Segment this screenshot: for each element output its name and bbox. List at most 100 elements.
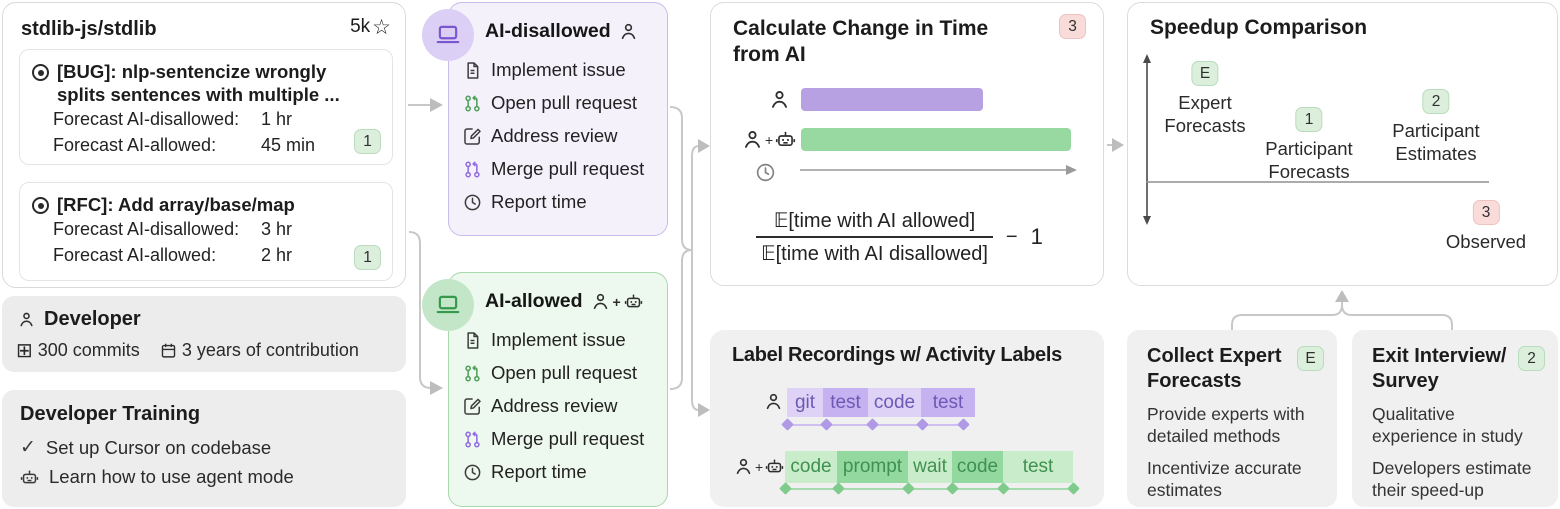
step-badge: 2 <box>1518 346 1545 371</box>
person-icon <box>772 91 787 108</box>
timeline-ai <box>779 482 1080 495</box>
plus-glyph: + <box>765 131 774 148</box>
point-label: Participant <box>1392 120 1480 141</box>
point-label: Participant <box>1265 138 1353 159</box>
robot-icon <box>776 131 796 147</box>
activity-segment: code <box>785 451 837 483</box>
laptop-icon <box>436 295 460 314</box>
forecast-label: Forecast AI-disallowed: <box>53 219 240 239</box>
human-actor <box>769 89 790 110</box>
card-title-line2: Forecasts <box>1147 370 1242 392</box>
activity-segment: wait <box>908 451 952 483</box>
training-item-agent: Learn how to use agent mode <box>20 466 294 488</box>
body-line: experience in study <box>1372 426 1523 446</box>
point-participant-estimates: 2 Participant Estimates <box>1392 89 1480 165</box>
timeline-marker <box>946 482 959 495</box>
commits-stat: ⊞ 300 commits <box>16 340 140 361</box>
step-report-time: Report time <box>463 461 644 483</box>
developer-title: Developer <box>44 308 141 330</box>
clock-icon <box>756 163 775 182</box>
workflow-steps: Implement issue Open pull request Addres… <box>463 329 644 483</box>
step-address-review: Address review <box>463 125 644 147</box>
step-label: Merge pull request <box>491 158 645 179</box>
person-icon <box>766 393 781 410</box>
exit-interview-survey-card: Exit Interview/ Survey 2 Qualitative exp… <box>1352 330 1558 507</box>
issue-title-line1: [BUG]: nlp-sentencize wrongly <box>57 61 327 82</box>
issue-title: [BUG]: nlp-sentencize wrongly splits sen… <box>20 50 392 106</box>
person-icon <box>736 458 751 475</box>
actor-icons <box>619 22 638 41</box>
forecast-row: Forecast AI-allowed: 2 hr <box>53 242 392 268</box>
card-title: Collect Expert Forecasts <box>1147 344 1281 394</box>
training-item-text: Set up Cursor on codebase <box>45 436 272 458</box>
step-address-review: Address review <box>463 395 644 417</box>
forecast-label: Forecast AI-allowed: <box>53 245 217 265</box>
point-badge: E <box>1191 61 1219 86</box>
timeline-marker <box>820 418 833 431</box>
edit-icon <box>464 127 481 145</box>
developer-stats-row: ⊞ 300 commits 3 years of contribution <box>16 340 359 361</box>
developer-training-card: Developer Training ✓ Set up Cursor on co… <box>2 390 406 507</box>
file-icon <box>467 61 479 79</box>
forecast-row: Forecast AI-allowed: 45 min <box>53 132 392 158</box>
robot-icon <box>20 469 39 483</box>
check-icon: ✓ <box>20 437 36 458</box>
ai-allowed-card: AI-allowed + Implement issue Open <box>422 272 668 507</box>
activity-segments-human: git test code test <box>787 388 975 417</box>
step-label: Implement issue <box>491 329 626 350</box>
forecast-row: Forecast AI-disallowed: 1 hr <box>53 106 392 132</box>
step-badge: E <box>1297 346 1324 371</box>
body-line: detailed methods <box>1147 426 1281 446</box>
timeline-marker <box>997 482 1010 495</box>
merge-icon <box>465 431 480 447</box>
point-badge: 1 <box>1295 107 1323 132</box>
star-count: 5k ☆ <box>350 16 391 38</box>
actor-icons: + <box>591 292 643 311</box>
step-label: Merge pull request <box>491 428 645 449</box>
card-title-row: AI-disallowed <box>485 20 638 43</box>
developer-card: Developer ⊞ 300 commits 3 years of contr… <box>2 296 406 372</box>
activity-segment: code <box>868 388 921 417</box>
calculate-change-panel: Calculate Change in Time from AI 3 + 𝔼[t… <box>710 2 1104 286</box>
issue-title-text: [BUG]: nlp-sentencize wrongly splits sen… <box>57 60 340 106</box>
forecast-value: 45 min <box>261 135 316 155</box>
timeline-marker <box>957 418 970 431</box>
issue-title-line2: splits sentences with multiple ... <box>57 84 340 105</box>
human-ai-actor: + <box>742 129 796 150</box>
timeline-human <box>781 418 970 431</box>
body-line: Provide experts with <box>1147 404 1305 424</box>
human-actor <box>764 392 783 411</box>
issue-badge: 1 <box>354 245 381 270</box>
step-report-time: Report time <box>463 191 644 213</box>
workflow-steps: Implement issue Open pull request Addres… <box>463 59 644 213</box>
merge-icon <box>465 161 480 177</box>
person-icon <box>593 293 607 310</box>
star-count-value: 5k <box>350 16 371 37</box>
constant-one: 1 <box>1030 224 1043 249</box>
step-implement-issue: Implement issue <box>463 59 644 81</box>
step-merge-pr: Merge pull request <box>463 428 644 450</box>
body-line: Incentivize accurate <box>1147 458 1302 478</box>
training-title: Developer Training <box>20 403 201 425</box>
step-open-pr: Open pull request <box>463 92 644 114</box>
years-stat: 3 years of contribution <box>160 340 359 361</box>
point-observed: 3 Observed <box>1446 200 1526 253</box>
activity-segment: test <box>823 388 868 417</box>
activity-segments-ai: code prompt wait code test <box>785 451 1073 483</box>
repo-name: stdlib-js/stdlib <box>21 18 157 40</box>
person-icon <box>20 312 33 327</box>
panel-title: Label Recordings w/ Activity Labels <box>732 344 1062 366</box>
point-label: Estimates <box>1395 143 1477 164</box>
timeline-marker <box>866 418 879 431</box>
body-line: their speed-up <box>1372 480 1484 500</box>
issue-title-line1: [RFC]: Add array/base/map <box>57 194 295 215</box>
timeline-marker <box>916 418 929 431</box>
body-line: estimates <box>1147 480 1222 500</box>
card-body: Provide experts with detailed methods In… <box>1147 403 1305 501</box>
panel-title: Calculate Change in Time from AI <box>733 16 988 68</box>
calendar-icon <box>161 343 176 358</box>
years-text: 3 years of contribution <box>181 340 359 360</box>
formula-numerator: 𝔼[time with AI allowed] <box>773 210 976 232</box>
step-label: Address review <box>491 125 618 146</box>
minus-sign: − <box>1005 225 1018 248</box>
